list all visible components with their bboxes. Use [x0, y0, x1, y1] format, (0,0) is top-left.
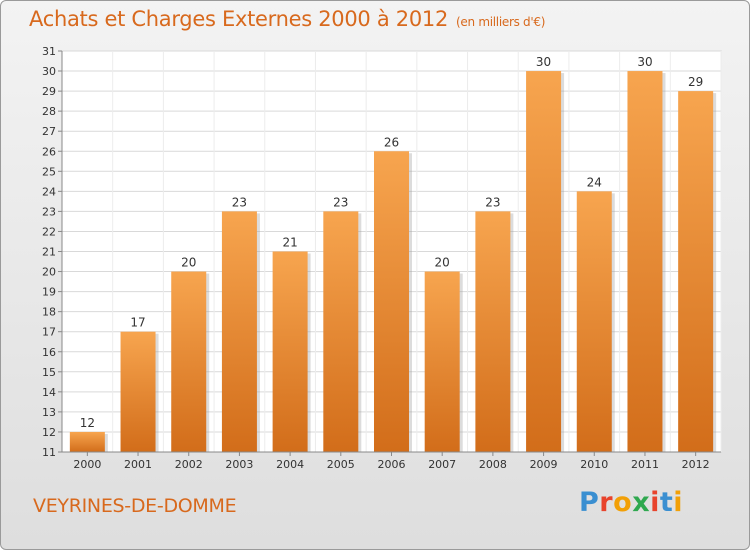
y-tick-label: 15 — [42, 366, 56, 379]
chart-title: Achats et Charges Externes 2000 à 2012 (e… — [29, 7, 545, 31]
data-label: 23 — [333, 195, 348, 209]
y-tick-label: 23 — [42, 205, 56, 218]
data-label: 29 — [688, 75, 703, 89]
y-tick-label: 17 — [42, 326, 56, 339]
bar — [272, 251, 308, 452]
y-tick-label: 21 — [42, 246, 56, 259]
logo-letter: i — [650, 487, 660, 518]
bar — [526, 71, 562, 453]
data-label: 23 — [485, 195, 500, 209]
y-tick-label: 26 — [42, 145, 56, 158]
y-tick-label: 12 — [42, 426, 56, 439]
logo-letter: r — [599, 487, 614, 518]
logo-letter: i — [673, 487, 684, 518]
y-tick-label: 30 — [42, 65, 56, 78]
y-tick-label: 19 — [42, 286, 56, 299]
y-tick-label: 18 — [42, 306, 56, 319]
bar — [678, 91, 714, 452]
data-label: 24 — [587, 175, 602, 189]
proxiti-logo: Proxiti — [579, 487, 683, 518]
bar — [424, 271, 460, 452]
bar — [627, 71, 663, 453]
y-tick-label: 28 — [42, 105, 56, 118]
data-label: 23 — [232, 195, 247, 209]
y-tick-label: 24 — [42, 185, 56, 198]
y-tick-label: 13 — [42, 406, 56, 419]
bar — [323, 211, 359, 452]
y-tick-label: 25 — [42, 165, 56, 178]
bar — [171, 271, 207, 452]
data-label: 12 — [80, 416, 95, 430]
x-tick-label: 2012 — [682, 458, 710, 471]
x-tick-label: 2008 — [479, 458, 507, 471]
data-label: 17 — [130, 316, 145, 330]
y-tick-label: 31 — [42, 45, 56, 58]
data-label: 20 — [435, 256, 450, 270]
bar — [221, 211, 257, 452]
x-tick-label: 2002 — [175, 458, 203, 471]
y-tick-label: 11 — [42, 446, 56, 459]
y-tick-label: 14 — [42, 386, 56, 399]
bar — [120, 331, 156, 452]
logo-letter: o — [613, 487, 633, 518]
data-label: 21 — [282, 236, 297, 250]
data-label: 20 — [181, 256, 196, 270]
y-tick-label: 16 — [42, 346, 56, 359]
x-tick-label: 2006 — [378, 458, 406, 471]
data-label: 30 — [637, 55, 652, 69]
title-text: Achats et Charges Externes 2000 à 2012 — [29, 7, 449, 31]
data-label: 30 — [536, 55, 551, 69]
x-tick-label: 2010 — [580, 458, 608, 471]
bar — [374, 151, 409, 452]
y-tick-label: 27 — [42, 125, 56, 138]
bar — [69, 431, 105, 452]
y-tick-label: 29 — [42, 85, 56, 98]
x-tick-label: 2007 — [428, 458, 456, 471]
unit-label: (en milliers d'€) — [456, 15, 546, 29]
x-tick-label: 2004 — [276, 458, 304, 471]
logo-letter: x — [632, 487, 651, 518]
logo-letter: P — [579, 487, 600, 518]
x-tick-label: 2000 — [73, 458, 101, 471]
y-tick-label: 20 — [42, 266, 56, 279]
bar — [576, 191, 612, 452]
bar — [475, 211, 511, 452]
city-name: VEYRINES-DE-DOMME — [33, 495, 237, 517]
x-tick-label: 2001 — [124, 458, 152, 471]
data-label: 26 — [384, 135, 399, 149]
x-tick-label: 2005 — [327, 458, 355, 471]
logo-letter: t — [659, 487, 674, 518]
x-tick-label: 2011 — [631, 458, 659, 471]
y-tick-label: 22 — [42, 225, 56, 238]
x-tick-label: 2003 — [225, 458, 253, 471]
x-tick-label: 2009 — [530, 458, 558, 471]
